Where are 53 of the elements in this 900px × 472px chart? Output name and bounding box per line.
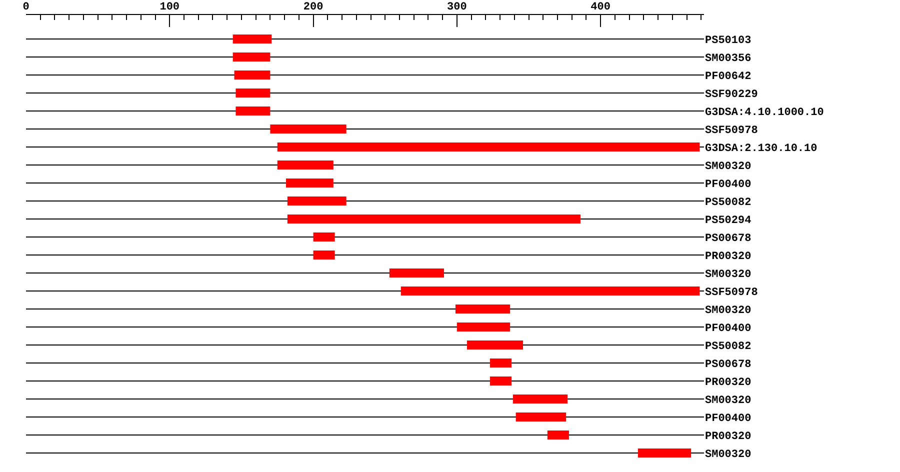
bar	[286, 178, 334, 188]
bar	[277, 142, 700, 152]
bar	[287, 196, 346, 206]
bar	[638, 448, 692, 458]
bar	[270, 124, 346, 134]
y-tick-label: PS50294	[705, 214, 752, 227]
y-tick-label: PS00678	[705, 232, 752, 245]
y-tick-label: SM00320	[705, 160, 752, 173]
bar	[277, 160, 334, 170]
y-tick-label: PS50103	[705, 34, 752, 47]
bar	[232, 34, 272, 44]
y-tick-label: PF00642	[705, 70, 752, 83]
bar	[313, 250, 335, 260]
y-tick-label: PR00320	[705, 250, 752, 263]
x-tick-label: 300	[447, 2, 467, 14]
y-tick-label: SM00320	[705, 448, 752, 461]
y-tick-label: SM00320	[705, 268, 752, 281]
y-tick-label: G3DSA:4.10.1000.10	[705, 106, 824, 119]
bar	[456, 304, 510, 314]
y-tick-label: PF00400	[705, 178, 752, 191]
bar	[234, 70, 270, 80]
y-tick-label: PF00400	[705, 322, 752, 335]
y-tick-label: PF00400	[705, 412, 752, 425]
bar	[400, 286, 700, 296]
y-tick-label: SM00320	[705, 304, 752, 317]
y-tick-label: SM00356	[705, 52, 752, 65]
y-tick-label: SSF50978	[705, 286, 758, 299]
y-tick-label: SSF90229	[705, 88, 758, 101]
bar	[516, 412, 566, 422]
bar	[313, 232, 335, 242]
bar	[490, 358, 512, 368]
y-tick-label: SM00320	[705, 394, 752, 407]
y-tick-label: PS50082	[705, 340, 752, 353]
bar	[236, 88, 270, 98]
y-tick-label: PR00320	[705, 376, 752, 389]
x-tick-label: 0	[22, 2, 30, 14]
bar	[236, 106, 270, 116]
y-tick-label: SSF50978	[705, 124, 758, 137]
bar	[512, 394, 568, 404]
bar	[287, 214, 580, 224]
y-tick-label: PS50082	[705, 196, 752, 209]
bar	[490, 376, 512, 386]
x-tick-label: 400	[590, 2, 610, 14]
bar	[547, 430, 569, 440]
y-tick-label: G3DSA:2.130.10.10	[705, 142, 818, 155]
y-tick-label: PS00678	[705, 358, 752, 371]
x-tick-label: 200	[303, 2, 324, 14]
bar	[456, 322, 510, 332]
bar	[389, 268, 444, 278]
x-tick-label: 100	[160, 2, 180, 14]
bar	[466, 340, 524, 350]
bar	[232, 52, 270, 62]
y-tick-label: PR00320	[705, 430, 752, 443]
